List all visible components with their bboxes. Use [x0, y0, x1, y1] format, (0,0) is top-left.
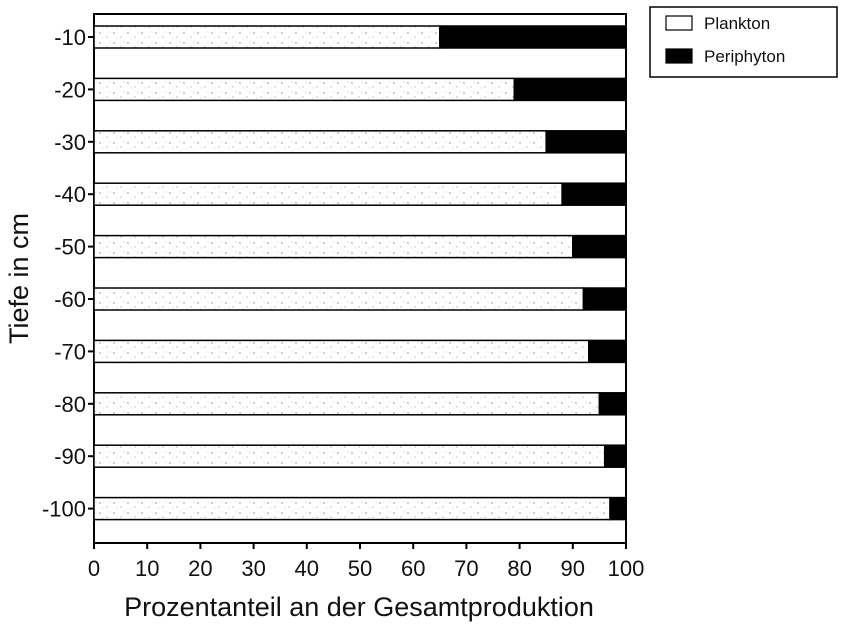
y-tick-label: -80: [54, 392, 86, 417]
bar-plankton-minus-20: [94, 78, 514, 100]
bar-plankton-minus-80: [94, 393, 599, 415]
bar-plankton-minus-10: [94, 26, 440, 48]
x-tick-label: 30: [241, 556, 265, 581]
y-tick-label: -20: [54, 77, 86, 102]
y-tick-label: -40: [54, 182, 86, 207]
y-tick-label: -70: [54, 339, 86, 364]
bar-periphyton-minus-80: [599, 393, 626, 415]
bars-group: [94, 26, 626, 520]
y-tick-label: -60: [54, 287, 86, 312]
bar-periphyton-minus-60: [583, 288, 626, 310]
y-axis: -10 -20 -30 -40 -50 -60 -70 -80 -90 -100: [42, 25, 94, 522]
x-tick-label: 10: [135, 556, 159, 581]
legend-swatch-periphyton: [666, 49, 692, 63]
bar-plankton-minus-50: [94, 236, 573, 258]
bar-periphyton-minus-50: [573, 236, 626, 258]
x-tick-label: 100: [608, 556, 645, 581]
y-tick-label: -10: [54, 25, 86, 50]
bar-periphyton-minus-10: [440, 26, 626, 48]
bar-periphyton-minus-70: [589, 340, 626, 362]
bar-plankton-minus-30: [94, 131, 546, 153]
y-tick-label: -90: [54, 444, 86, 469]
bar-plankton-minus-100: [94, 498, 610, 520]
legend-swatch-plankton: [666, 16, 692, 30]
x-tick-label: 40: [295, 556, 319, 581]
legend-label-periphyton: Periphyton: [704, 47, 785, 66]
bar-periphyton-minus-20: [514, 78, 626, 100]
x-tick-label: 0: [88, 556, 100, 581]
bar-plankton-minus-70: [94, 340, 589, 362]
x-tick-label: 20: [188, 556, 212, 581]
x-tick-label: 50: [348, 556, 372, 581]
legend-label-plankton: Plankton: [704, 14, 770, 33]
x-axis: 0 10 20 30 40 50 60 70 80 90 100: [88, 543, 644, 581]
bar-plankton-minus-60: [94, 288, 583, 310]
x-tick-label: 80: [507, 556, 531, 581]
y-tick-label: -50: [54, 235, 86, 260]
x-tick-label: 90: [561, 556, 585, 581]
x-tick-label: 70: [454, 556, 478, 581]
bar-periphyton-minus-30: [546, 131, 626, 153]
x-axis-title: Prozentanteil an der Gesamtproduktion: [124, 592, 594, 622]
y-axis-title: Tiefe in cm: [4, 213, 34, 344]
bar-plankton-minus-40: [94, 183, 562, 205]
y-tick-label: -30: [54, 130, 86, 155]
y-tick-label: -100: [42, 497, 86, 522]
x-tick-label: 60: [401, 556, 425, 581]
bar-periphyton-minus-100: [610, 498, 626, 520]
legend: Plankton Periphyton: [650, 7, 837, 77]
bar-periphyton-minus-90: [605, 445, 626, 467]
bar-periphyton-minus-40: [562, 183, 626, 205]
bar-plankton-minus-90: [94, 445, 605, 467]
